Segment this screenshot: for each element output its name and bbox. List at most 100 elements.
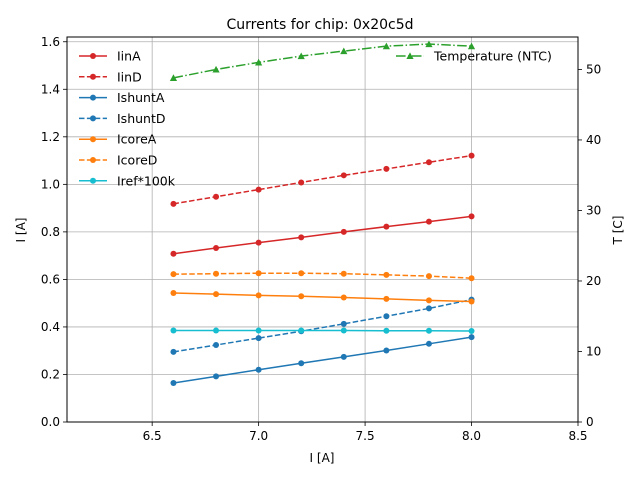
data-point — [468, 213, 475, 220]
data-point — [425, 273, 432, 280]
data-point — [170, 289, 177, 296]
y-tick-label: 1.0 — [41, 177, 60, 191]
data-point — [170, 327, 177, 334]
y-axis-label: I [A] — [14, 218, 28, 243]
legend-marker — [90, 115, 96, 122]
y2-tick-label: 40 — [586, 133, 601, 147]
legend-marker — [90, 177, 96, 184]
y2-tick-label: 20 — [586, 274, 601, 288]
legend-label: Temperature (NTC) — [433, 49, 552, 64]
data-point — [255, 335, 262, 342]
data-point — [383, 165, 390, 172]
legend-label: IshuntD — [117, 111, 166, 126]
chart-title: Currents for chip: 0x20c5d — [226, 17, 413, 33]
data-point — [255, 270, 262, 277]
y-tick-label: 1.2 — [41, 130, 60, 144]
data-point — [425, 159, 432, 166]
legend-entry: IshuntA — [79, 90, 165, 105]
legend-entry: IcoreD — [79, 153, 157, 168]
data-point — [255, 239, 262, 246]
data-point — [169, 74, 178, 81]
series-line — [173, 298, 472, 353]
series-line — [173, 336, 472, 384]
legend-marker — [406, 52, 414, 60]
x-axis: 6.5 7.0 7.5 8.0 8.5 — [143, 422, 588, 443]
data-point — [382, 42, 390, 50]
y2-axis-label: T [C] — [611, 216, 625, 246]
y2-tick-label: 0 — [586, 415, 594, 429]
series-line — [173, 43, 472, 79]
y2-tick-label: 30 — [586, 203, 601, 217]
y-tick-label: 0.8 — [41, 225, 60, 239]
data-point — [383, 313, 390, 320]
series-ishunta — [170, 334, 475, 387]
legend-right: Temperature (NTC) — [396, 49, 552, 64]
y-tick-label: 1.6 — [41, 35, 60, 49]
data-point — [425, 327, 432, 334]
series-line — [173, 272, 472, 279]
data-point — [468, 298, 475, 305]
data-point — [425, 218, 432, 225]
data-point — [170, 200, 177, 207]
series-line — [173, 292, 472, 303]
series-iref-100k — [170, 327, 475, 334]
data-point — [340, 353, 347, 360]
legend-marker — [90, 136, 96, 143]
data-point — [340, 172, 347, 179]
y2-tick-label: 50 — [586, 62, 601, 76]
data-point — [425, 297, 432, 304]
legend-marker — [90, 53, 96, 59]
series-icored — [170, 270, 475, 282]
y-tick-label: 0.4 — [41, 320, 60, 334]
data-point — [170, 250, 177, 257]
plot-frame — [66, 36, 579, 423]
legend-entry: IinD — [79, 69, 142, 84]
data-point — [170, 348, 177, 355]
series-temperature-ntc — [169, 40, 476, 81]
data-point — [255, 366, 262, 373]
legend-entry: Iref*100k — [79, 173, 176, 188]
data-point — [298, 293, 305, 300]
y-tick-label: 0.2 — [41, 367, 60, 381]
series-iina — [170, 213, 475, 257]
legend-left: IinA IinD IshuntA IshuntD IcoreA IcoreD Iref*1… — [79, 49, 176, 188]
legend-label: IshuntA — [117, 90, 165, 105]
data-point — [340, 327, 347, 334]
y-tick-label: 0.6 — [41, 272, 60, 286]
y-axis: 0.0 0.2 0.4 0.6 0.8 1.0 1.2 1.4 1.6 — [41, 35, 67, 429]
data-point — [298, 270, 305, 277]
legend-entry: IshuntD — [79, 111, 166, 126]
x-axis-label: I [A] — [310, 451, 335, 465]
legend-label: IcoreA — [117, 132, 157, 147]
data-point — [340, 294, 347, 301]
data-point — [298, 360, 305, 367]
data-point — [340, 270, 347, 277]
legend-marker — [90, 157, 96, 163]
legend-entry: IcoreA — [79, 132, 157, 147]
y-tick-label: 1.4 — [41, 82, 60, 96]
series-layer — [169, 40, 476, 387]
data-point — [298, 179, 305, 186]
data-point — [340, 47, 348, 55]
data-point — [170, 271, 177, 278]
series-iind — [170, 152, 475, 207]
data-point — [383, 327, 390, 334]
data-point — [467, 42, 476, 50]
data-point — [213, 193, 220, 200]
data-point — [383, 271, 390, 278]
data-point — [213, 291, 220, 298]
data-point — [213, 245, 220, 252]
data-point — [468, 327, 475, 334]
x-tick-label: 7.5 — [356, 429, 375, 443]
data-point — [468, 275, 475, 282]
legend-marker — [90, 94, 96, 101]
data-point — [255, 58, 263, 66]
data-point — [212, 65, 220, 73]
x-tick-label: 8.0 — [462, 429, 481, 443]
data-point — [255, 327, 262, 334]
data-point — [213, 342, 220, 348]
legend-marker — [90, 73, 96, 80]
legend-label: IcoreD — [117, 153, 157, 168]
